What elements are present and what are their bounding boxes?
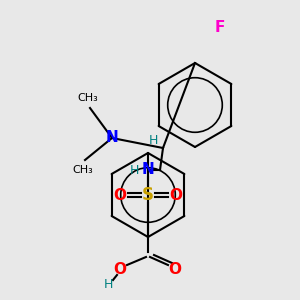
Text: H: H xyxy=(148,134,158,146)
Text: O: O xyxy=(113,188,127,202)
Text: H: H xyxy=(129,164,139,178)
Text: N: N xyxy=(142,163,154,178)
Text: S: S xyxy=(142,186,154,204)
Text: CH₃: CH₃ xyxy=(73,165,93,175)
Text: O: O xyxy=(169,188,182,202)
Text: O: O xyxy=(113,262,127,278)
Text: H: H xyxy=(103,278,113,292)
Text: F: F xyxy=(215,20,225,35)
Text: O: O xyxy=(169,262,182,278)
Text: N: N xyxy=(106,130,118,146)
Text: CH₃: CH₃ xyxy=(78,93,98,103)
